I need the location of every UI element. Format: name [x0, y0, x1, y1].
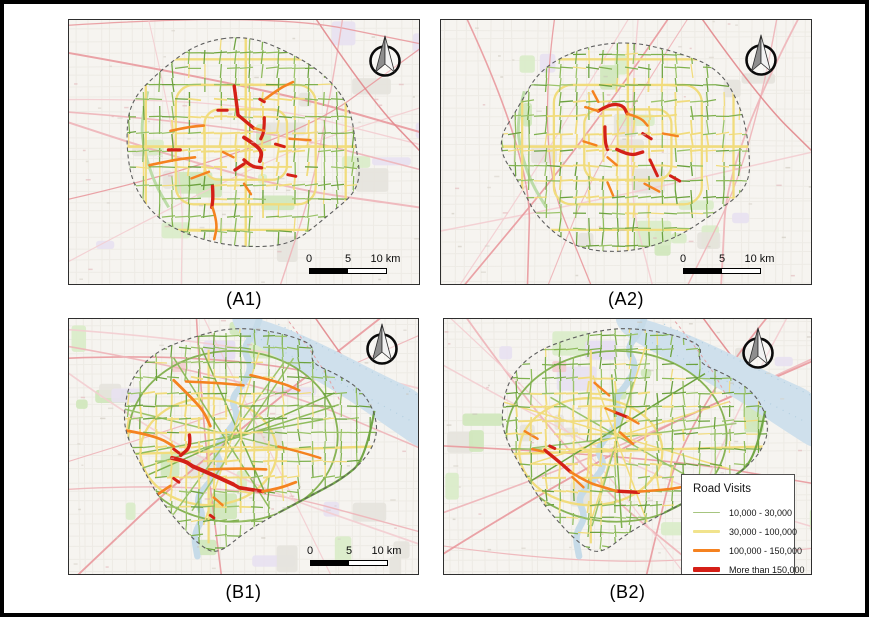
panel-label-a1: (A1) — [225, 289, 262, 309]
legend-item: 30,000 - 100,000 — [693, 522, 797, 541]
scale-bar-bar — [310, 560, 388, 566]
panel-label-b2: (B2) — [609, 582, 646, 602]
scale-bar-bar — [309, 268, 387, 274]
map-canvas-a2 — [441, 20, 811, 284]
scale-label-middle: 5 — [718, 253, 726, 265]
scale-bar: 0 5 10 km — [306, 253, 400, 274]
legend-line-swatch — [693, 511, 720, 514]
legend-item: More than 150,000 — [693, 560, 805, 574]
map-panel-a2: 0 5 10 km — [440, 19, 812, 285]
legend-item-label: More than 150,000 — [729, 564, 805, 575]
map-panel-b2: Road Visits 10,000 - 30,000 30,000 - 100… — [443, 318, 812, 575]
scale-label-end: 10 km — [371, 545, 402, 557]
legend-item-label: 10,000 - 30,000 — [729, 507, 793, 518]
legend-line-swatch — [693, 567, 720, 572]
legend-item-label: 30,000 - 100,000 — [729, 526, 798, 537]
legend-item: 10,000 - 30,000 — [693, 503, 792, 522]
legend-item: 100,000 - 150,000 — [693, 541, 802, 560]
map-panel-b1: 0 5 10 km — [68, 318, 419, 575]
legend-title: Road Visits — [693, 483, 751, 495]
panel-label-a2: (A2) — [607, 289, 644, 309]
scale-bar-bar — [683, 268, 761, 274]
legend-item-label: 100,000 - 150,000 — [729, 545, 803, 556]
panel-label-b1: (B1) — [225, 582, 262, 602]
scale-label-start: 0 — [680, 253, 687, 265]
map-canvas-b1 — [69, 319, 418, 574]
road-visits-legend: Road Visits 10,000 - 30,000 30,000 - 100… — [681, 474, 805, 574]
scale-label-end: 10 km — [370, 253, 401, 265]
map-panel-a1: 0 5 10 km — [68, 19, 420, 285]
map-canvas-a1 — [69, 20, 419, 284]
legend-line-swatch — [693, 548, 720, 553]
scale-label-start: 0 — [306, 253, 313, 265]
scale-label-start: 0 — [307, 545, 314, 557]
scale-bar: 0 5 10 km — [307, 545, 401, 566]
scale-label-middle: 5 — [344, 253, 352, 265]
scale-label-end: 10 km — [744, 253, 775, 265]
legend-line-swatch — [693, 530, 720, 533]
scale-label-middle: 5 — [345, 545, 353, 557]
scale-bar: 0 5 10 km — [680, 253, 774, 274]
